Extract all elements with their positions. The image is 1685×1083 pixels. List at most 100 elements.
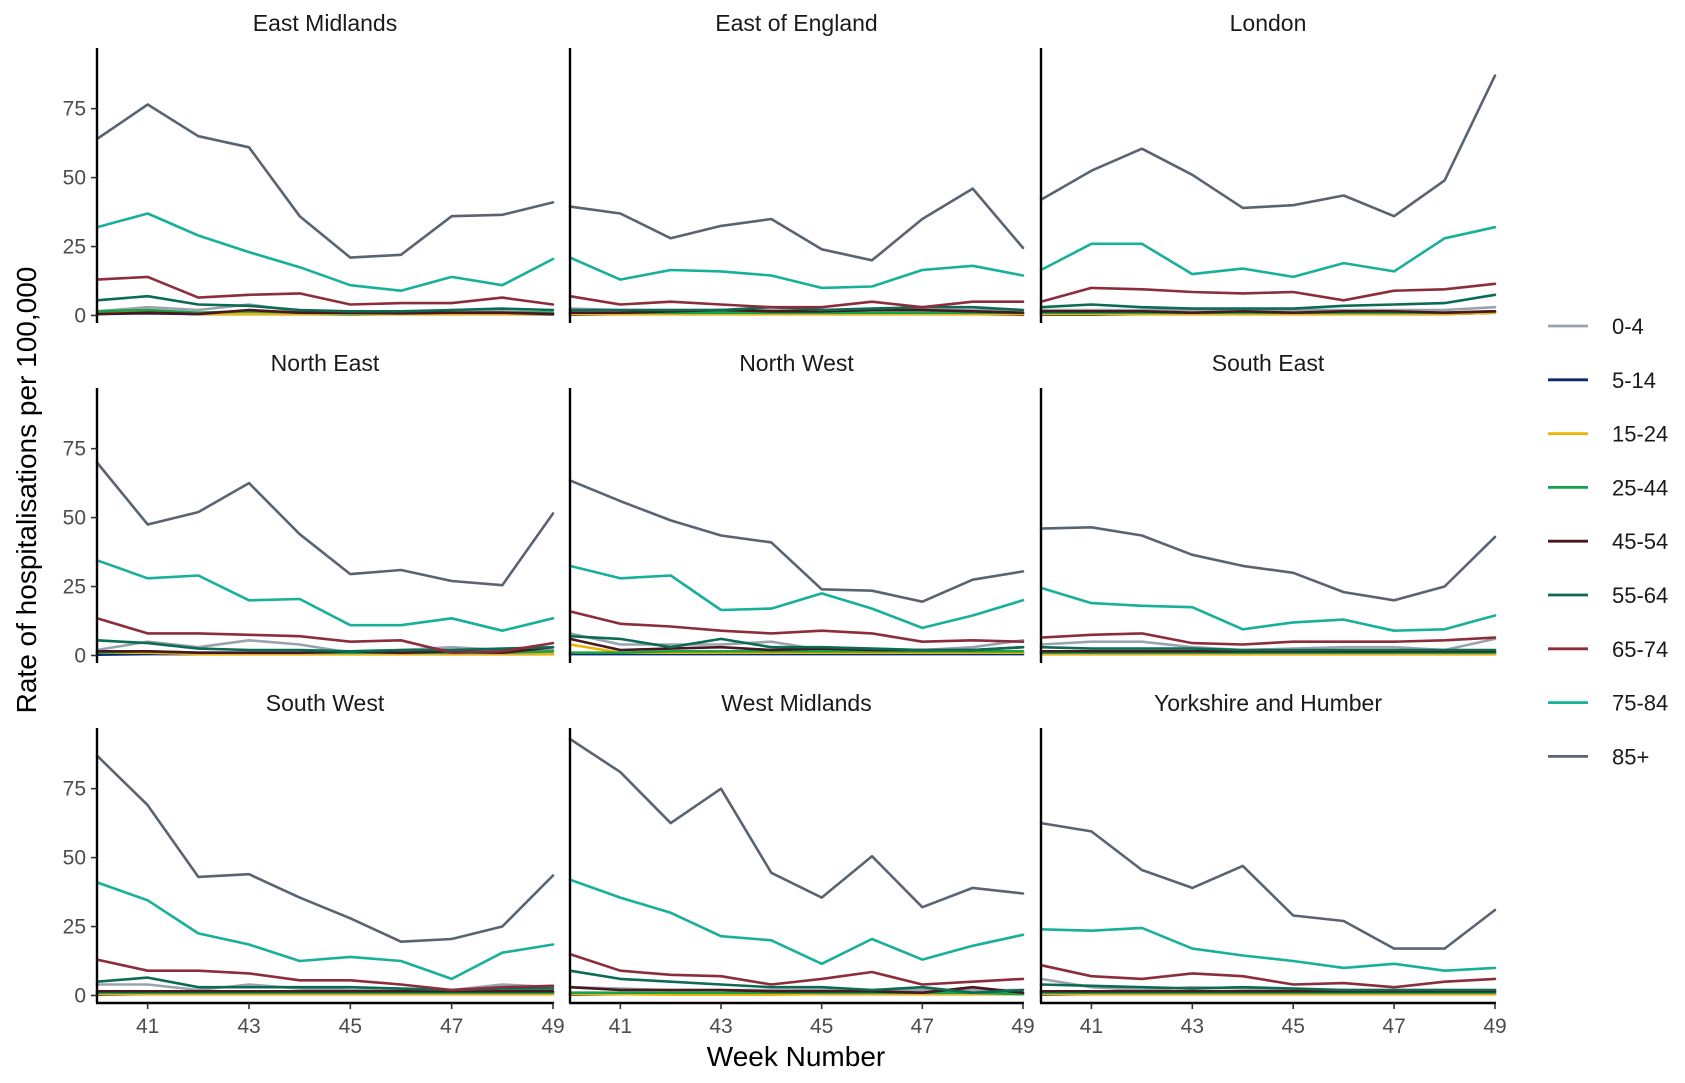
series-line-55-64 bbox=[1039, 983, 1497, 992]
series-line-85+ bbox=[95, 461, 555, 587]
series-line-65-74 bbox=[568, 952, 1025, 986]
facet-panel: East Midlands 0 25 50 75 bbox=[63, 10, 555, 327]
x-tick-label: 47 bbox=[440, 1015, 463, 1038]
series-line-75-84 bbox=[1039, 926, 1497, 973]
legend-label: 65-74 bbox=[1612, 637, 1668, 662]
series-line-75-84 bbox=[1039, 225, 1497, 279]
series-line-15-24 bbox=[1039, 311, 1497, 316]
facet-title: North West bbox=[739, 350, 854, 376]
series-line-55-64 bbox=[95, 294, 555, 313]
x-tick-label: 43 bbox=[1181, 1015, 1204, 1038]
facet-title: South West bbox=[266, 690, 385, 716]
legend-label: 5-14 bbox=[1612, 368, 1656, 393]
x-tick-label: 49 bbox=[1483, 1015, 1506, 1038]
series-line-75-84 bbox=[95, 881, 555, 981]
facet-panel: North East 0 25 50 75 bbox=[63, 350, 555, 667]
series-line-55-64 bbox=[95, 638, 555, 653]
y-tick-label: 75 bbox=[63, 438, 86, 461]
y-tick-label: 25 bbox=[63, 236, 86, 259]
facet-panel: West Midlands 41 43 45 47 49 bbox=[568, 690, 1035, 1038]
facet-title: Yorkshire and Humber bbox=[1154, 690, 1382, 716]
x-tick-label: 43 bbox=[237, 1015, 260, 1038]
legend-label: 85+ bbox=[1612, 744, 1649, 769]
x-tick-label: 47 bbox=[1382, 1015, 1405, 1038]
series-line-15-24 bbox=[568, 992, 1025, 997]
legend-label: 25-44 bbox=[1612, 475, 1668, 500]
facet-title: South East bbox=[1212, 350, 1325, 376]
x-tick-label: 49 bbox=[1011, 1015, 1034, 1038]
facet-title: West Midlands bbox=[721, 690, 871, 716]
y-axis-title: Rate of hospitalisations per 100,000 bbox=[11, 267, 42, 714]
legend-item: 25-44 bbox=[1548, 475, 1668, 500]
series-line-75-84 bbox=[568, 878, 1025, 966]
series-line-55-64 bbox=[568, 305, 1025, 312]
series-line-75-84 bbox=[95, 212, 555, 293]
series-line-55-64 bbox=[1039, 293, 1497, 310]
series-line-75-84 bbox=[1039, 586, 1497, 633]
series-line-85+ bbox=[1039, 74, 1497, 218]
x-tick-label: 49 bbox=[541, 1015, 564, 1038]
legend-label: 55-64 bbox=[1612, 583, 1668, 608]
series-line-15-24 bbox=[95, 651, 555, 656]
facet-title: North East bbox=[271, 350, 380, 376]
facet-panel: North West bbox=[568, 350, 1025, 663]
series-line-55-64 bbox=[568, 634, 1025, 652]
x-axis-title: Week Number bbox=[707, 1041, 885, 1072]
x-tick-label: 41 bbox=[1080, 1015, 1103, 1038]
legend-item: 15-24 bbox=[1548, 422, 1668, 447]
legend-item: 0-4 bbox=[1548, 314, 1644, 339]
x-tick-label: 41 bbox=[609, 1015, 632, 1038]
facet-panel: London bbox=[1039, 10, 1497, 323]
legend-item: 45-54 bbox=[1548, 529, 1668, 554]
facet-panel: South West 0 25 50 75 41 43 45 47 49 bbox=[63, 690, 565, 1038]
legend-label: 15-24 bbox=[1612, 422, 1668, 447]
y-tick-label: 0 bbox=[74, 984, 86, 1007]
legend-item: 85+ bbox=[1548, 744, 1649, 769]
facet-panel: East of England bbox=[568, 10, 1025, 323]
series-line-75-84 bbox=[95, 558, 555, 633]
legend-label: 0-4 bbox=[1612, 314, 1644, 339]
series-line-25-44 bbox=[568, 649, 1025, 655]
legend-label: 75-84 bbox=[1612, 691, 1668, 716]
series-line-45-54 bbox=[1039, 309, 1497, 315]
y-tick-label: 50 bbox=[63, 847, 86, 870]
legend-item: 75-84 bbox=[1548, 691, 1668, 716]
x-tick-label: 43 bbox=[709, 1015, 732, 1038]
facet-title: London bbox=[1230, 10, 1307, 36]
series-line-55-64 bbox=[568, 969, 1025, 995]
series-line-65-74 bbox=[95, 958, 555, 992]
y-tick-label: 25 bbox=[63, 576, 86, 599]
x-tick-label: 45 bbox=[810, 1015, 833, 1038]
facet-panel: South East bbox=[1039, 350, 1497, 663]
legend: 0-4 5-14 15-24 25-44 45-54 55-64 65-74 75-84 85+ bbox=[1548, 314, 1668, 769]
legend-item: 5-14 bbox=[1548, 368, 1656, 393]
series-line-25-44 bbox=[568, 991, 1025, 996]
series-line-85+ bbox=[568, 737, 1025, 909]
series-line-85+ bbox=[1039, 821, 1497, 950]
series-line-85+ bbox=[568, 187, 1025, 262]
series-line-75-84 bbox=[568, 564, 1025, 630]
legend-item: 55-64 bbox=[1548, 583, 1668, 608]
legend-label: 45-54 bbox=[1612, 529, 1668, 554]
legend-item: 65-74 bbox=[1548, 637, 1668, 662]
series-line-0-4 bbox=[95, 983, 555, 992]
series-line-65-74 bbox=[95, 275, 555, 306]
x-tick-label: 47 bbox=[911, 1015, 934, 1038]
series-line-85+ bbox=[95, 103, 555, 259]
series-line-45-54 bbox=[568, 308, 1025, 315]
series-line-55-64 bbox=[1039, 645, 1497, 652]
y-tick-label: 0 bbox=[74, 644, 86, 667]
series-line-85+ bbox=[568, 479, 1025, 604]
y-tick-label: 75 bbox=[63, 778, 86, 801]
x-tick-label: 45 bbox=[1282, 1015, 1305, 1038]
series-line-65-74 bbox=[568, 610, 1025, 644]
y-tick-label: 75 bbox=[63, 98, 86, 121]
x-tick-label: 41 bbox=[136, 1015, 159, 1038]
y-tick-label: 50 bbox=[63, 167, 86, 190]
series-line-65-74 bbox=[1039, 632, 1497, 646]
series-line-45-54 bbox=[95, 308, 555, 316]
series-line-65-74 bbox=[568, 294, 1025, 309]
series-line-85+ bbox=[1039, 525, 1497, 602]
